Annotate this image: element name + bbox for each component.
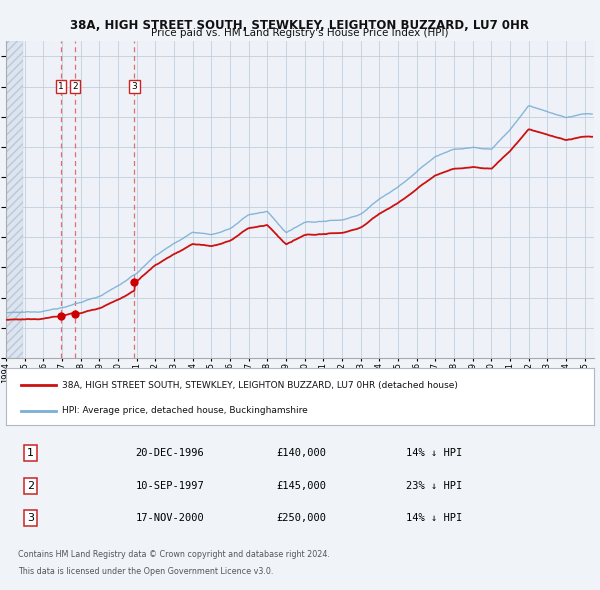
- Text: This data is licensed under the Open Government Licence v3.0.: This data is licensed under the Open Gov…: [18, 568, 273, 576]
- Text: 14% ↓ HPI: 14% ↓ HPI: [406, 448, 462, 458]
- Text: 3: 3: [27, 513, 34, 523]
- Text: 38A, HIGH STREET SOUTH, STEWKLEY, LEIGHTON BUZZARD, LU7 0HR (detached house): 38A, HIGH STREET SOUTH, STEWKLEY, LEIGHT…: [62, 381, 458, 389]
- Text: 10-SEP-1997: 10-SEP-1997: [136, 481, 204, 491]
- Text: 1: 1: [58, 82, 64, 91]
- Text: £250,000: £250,000: [277, 513, 326, 523]
- Text: 20-DEC-1996: 20-DEC-1996: [136, 448, 204, 458]
- Text: 38A, HIGH STREET SOUTH, STEWKLEY, LEIGHTON BUZZARD, LU7 0HR: 38A, HIGH STREET SOUTH, STEWKLEY, LEIGHT…: [71, 19, 530, 32]
- Text: £140,000: £140,000: [277, 448, 326, 458]
- Text: 14% ↓ HPI: 14% ↓ HPI: [406, 513, 462, 523]
- Text: 3: 3: [131, 82, 137, 91]
- Text: 2: 2: [27, 481, 34, 491]
- Text: HPI: Average price, detached house, Buckinghamshire: HPI: Average price, detached house, Buck…: [62, 407, 308, 415]
- Text: 2: 2: [72, 82, 78, 91]
- Text: 23% ↓ HPI: 23% ↓ HPI: [406, 481, 462, 491]
- Text: £145,000: £145,000: [277, 481, 326, 491]
- Text: Contains HM Land Registry data © Crown copyright and database right 2024.: Contains HM Land Registry data © Crown c…: [18, 550, 329, 559]
- Text: Price paid vs. HM Land Registry's House Price Index (HPI): Price paid vs. HM Land Registry's House …: [151, 28, 449, 38]
- Bar: [6, 41, 23, 358]
- Text: 1: 1: [27, 448, 34, 458]
- Text: 17-NOV-2000: 17-NOV-2000: [136, 513, 204, 523]
